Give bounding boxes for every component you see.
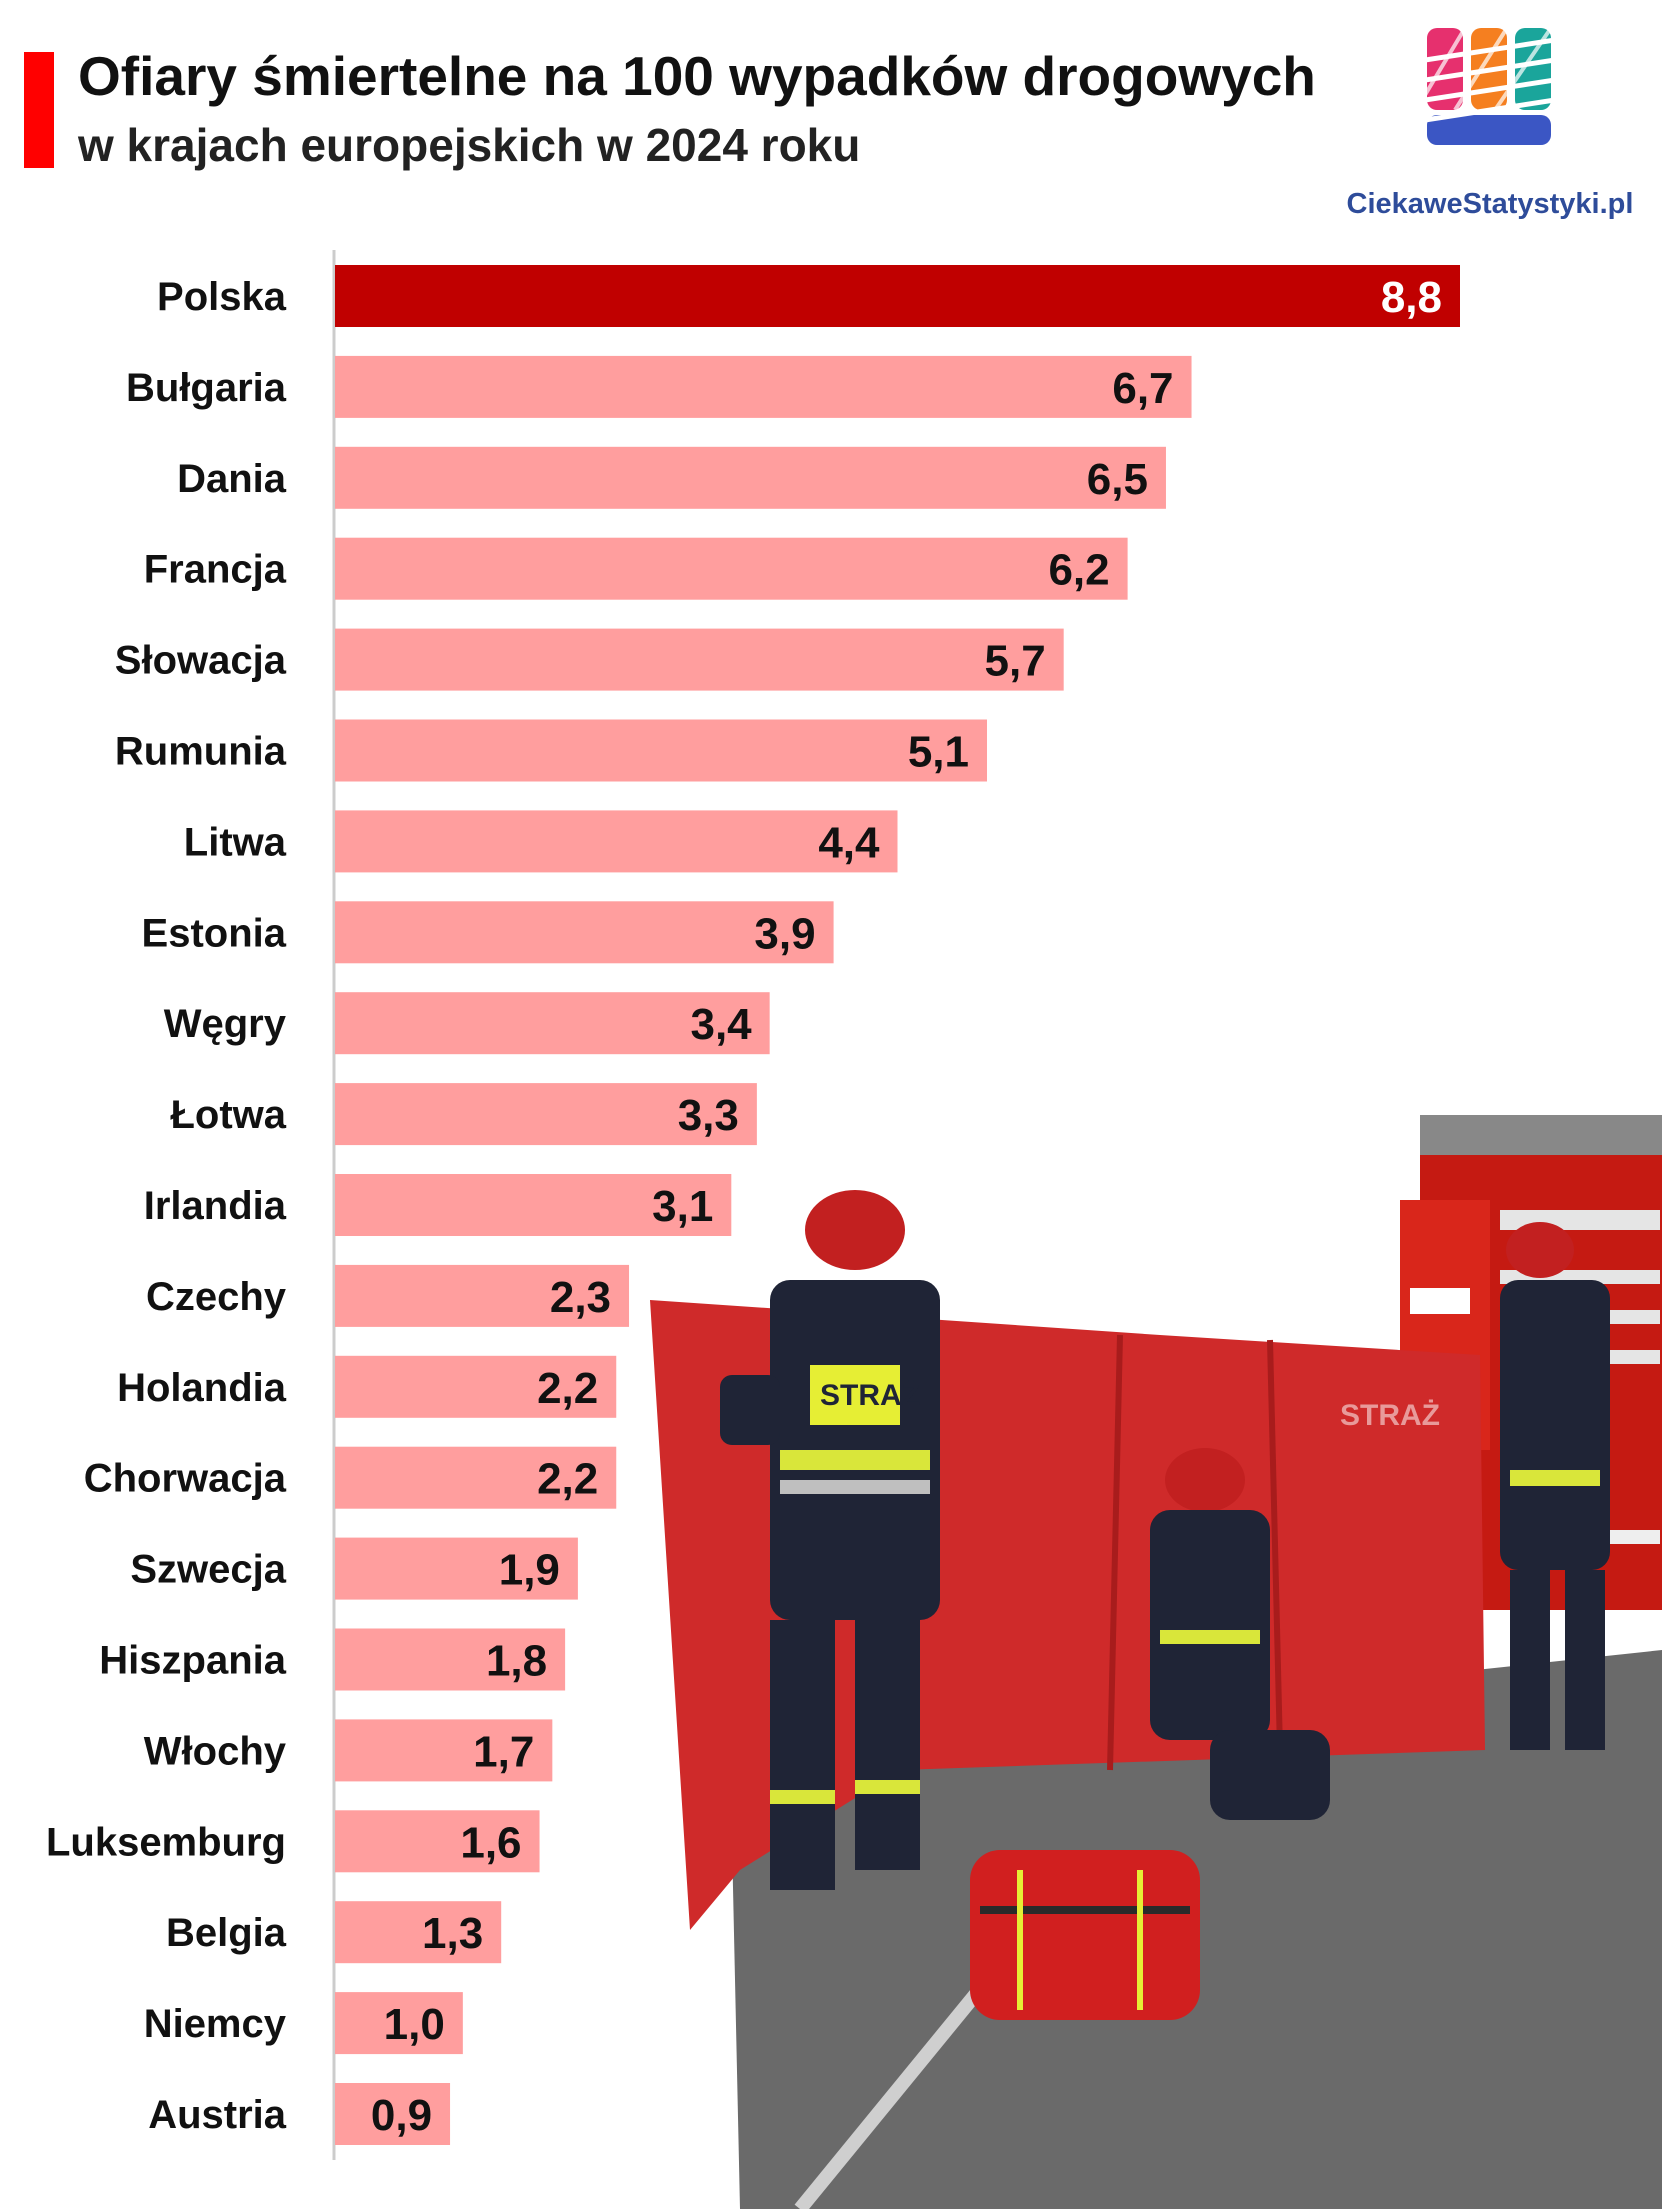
bar xyxy=(335,355,1192,418)
bar xyxy=(335,1537,578,1600)
category-label: Holandia xyxy=(117,1366,287,1410)
category-label: Słowacja xyxy=(115,639,287,683)
bar-highlight xyxy=(335,265,1460,327)
bar xyxy=(335,1446,617,1509)
bar xyxy=(335,1810,540,1873)
category-label: Łotwa xyxy=(170,1093,286,1137)
value-label: 3,1 xyxy=(652,1182,713,1231)
value-label: 2,2 xyxy=(537,1364,598,1413)
category-label: Polska xyxy=(157,275,287,319)
bar xyxy=(335,2083,451,2145)
bar xyxy=(335,537,1128,600)
category-label: Francja xyxy=(144,548,287,592)
logo-text: CiekaweStatystyki.pl xyxy=(1346,188,1634,220)
bar xyxy=(335,1628,566,1691)
bar xyxy=(335,810,898,873)
value-label: 1,7 xyxy=(473,1727,534,1776)
category-label: Węgry xyxy=(164,1002,287,1046)
firefighter-left: STRAŻ xyxy=(720,1190,940,1890)
value-label: 3,3 xyxy=(678,1091,739,1140)
firefighter-kneeling xyxy=(1150,1448,1330,1820)
bar xyxy=(335,719,987,782)
bar xyxy=(335,1901,502,1964)
category-label: Dania xyxy=(177,457,287,501)
value-label: 1,9 xyxy=(499,1546,560,1595)
value-label: 6,5 xyxy=(1087,455,1148,504)
bar xyxy=(335,901,834,964)
category-label: Włochy xyxy=(144,1729,287,1773)
value-label: 0,9 xyxy=(371,2091,432,2140)
firefighters-photo: STRAŻ STRAŻ xyxy=(650,1115,1662,2209)
value-label: 3,4 xyxy=(690,1000,752,1049)
bar xyxy=(335,1992,463,2055)
site-logo: CiekaweStatystyki.pl xyxy=(1345,20,1635,225)
category-label: Luksemburg xyxy=(46,1820,286,1864)
category-label: Belgia xyxy=(166,1911,287,1955)
category-label: Szwecja xyxy=(130,1548,286,1592)
bar xyxy=(335,1719,553,1782)
category-label: Estonia xyxy=(142,911,287,955)
value-label: 5,1 xyxy=(908,728,969,777)
bar xyxy=(335,1355,617,1418)
firefighter-right xyxy=(1500,1222,1610,1750)
value-label: 2,3 xyxy=(550,1273,611,1322)
screen-text: STRAŻ xyxy=(1340,1399,1440,1432)
value-label: 3,9 xyxy=(754,909,815,958)
value-label: 1,6 xyxy=(460,1818,521,1867)
chart-subtitle: w krajach europejskich w 2024 roku xyxy=(78,119,861,171)
bar xyxy=(335,628,1064,691)
bar xyxy=(335,992,770,1055)
bar xyxy=(335,1264,630,1327)
value-label: 1,3 xyxy=(422,1909,483,1958)
value-label: 5,7 xyxy=(985,637,1046,686)
value-label: 4,4 xyxy=(818,818,880,867)
logo-icon xyxy=(1425,26,1555,145)
value-label: 1,8 xyxy=(486,1637,547,1686)
value-label: 1,0 xyxy=(384,2000,445,2049)
value-label: 6,7 xyxy=(1112,364,1173,413)
value-label: 2,2 xyxy=(537,1455,598,1504)
bars-group: Polska 8,8 Bułgaria 6,7 Dania 6,5 Francja 6,2 Sł… xyxy=(46,265,1460,2145)
category-label: Irlandia xyxy=(144,1184,287,1228)
category-label: Chorwacja xyxy=(84,1457,287,1501)
title-accent-bar xyxy=(24,52,54,168)
value-label: 8,8 xyxy=(1381,273,1442,322)
value-label: 6,2 xyxy=(1048,546,1109,595)
bar xyxy=(335,446,1166,509)
bar xyxy=(335,1174,732,1236)
category-label: Austria xyxy=(148,2093,287,2137)
vest-text: STRAŻ xyxy=(820,1379,920,1412)
bar xyxy=(335,1083,757,1146)
category-label: Hiszpania xyxy=(99,1639,286,1683)
chart-title: Ofiary śmiertelne na 100 wypadków drogow… xyxy=(78,45,1316,107)
medical-bag xyxy=(970,1850,1200,2020)
category-label: Czechy xyxy=(146,1275,287,1319)
category-label: Niemcy xyxy=(144,2002,287,2046)
category-label: Litwa xyxy=(184,820,287,864)
category-label: Rumunia xyxy=(115,730,287,774)
category-label: Bułgaria xyxy=(126,366,287,410)
